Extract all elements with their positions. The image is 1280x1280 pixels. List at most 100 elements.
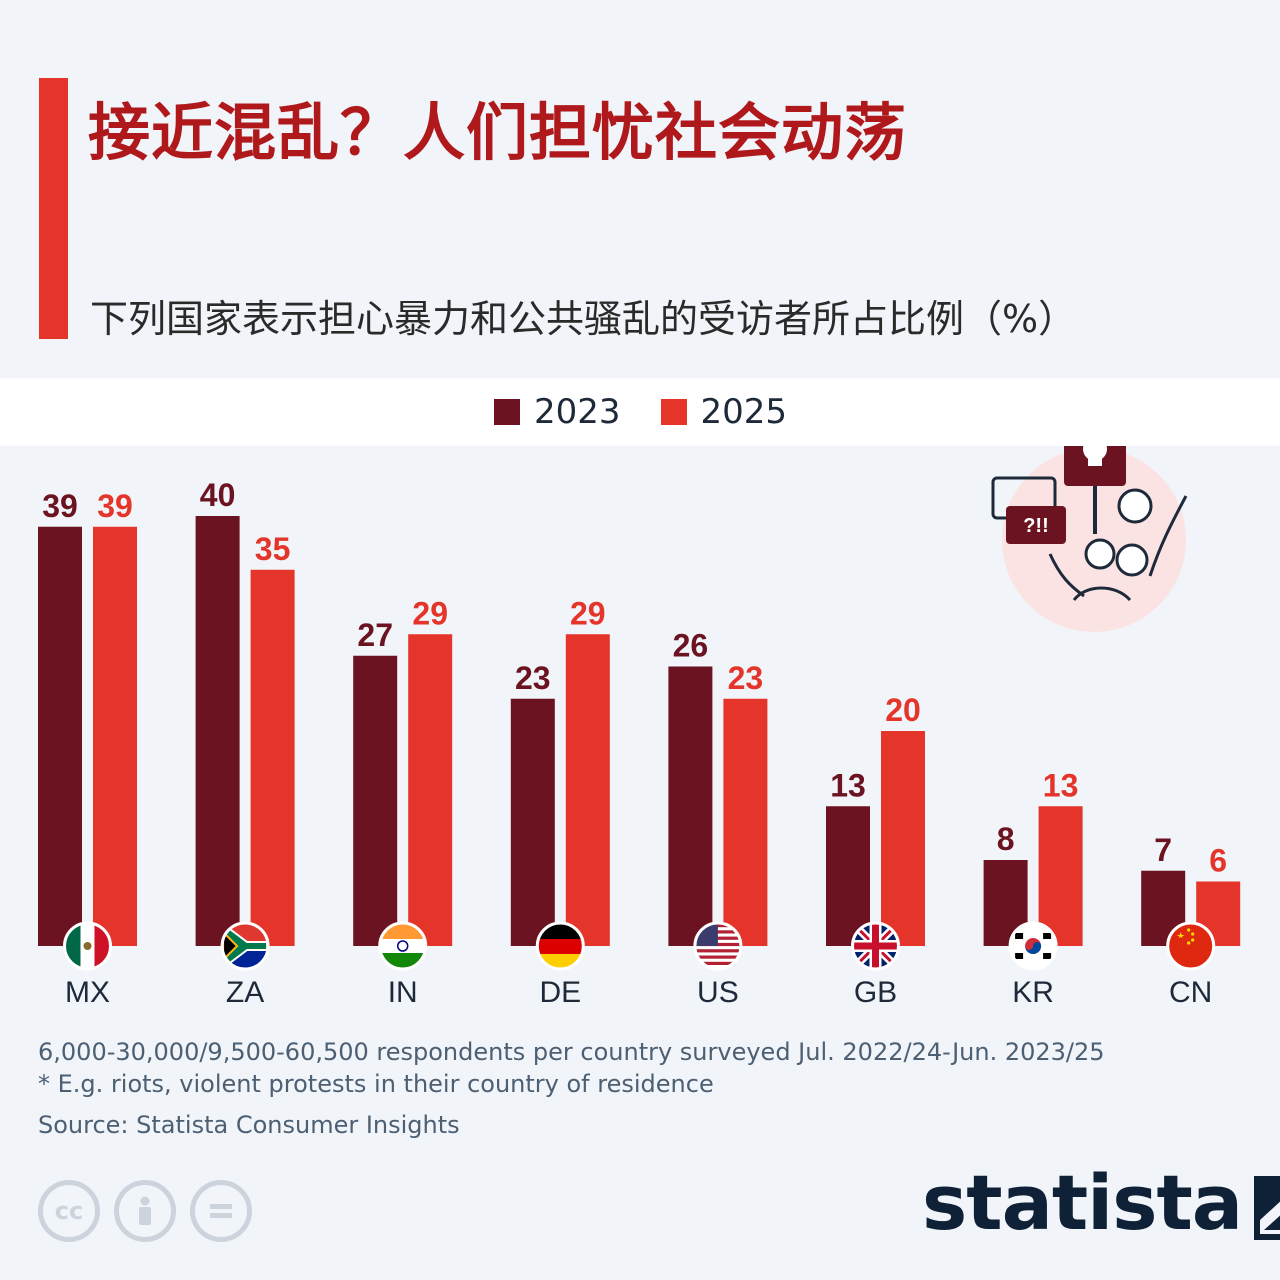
flag-stripe — [538, 939, 583, 954]
footnote-definition: * E.g. riots, violent protests in their … — [38, 1070, 714, 1098]
sign-text: ?!! — [1023, 515, 1049, 537]
category-label-in: IN — [388, 976, 418, 1009]
flag-stripe — [695, 955, 740, 959]
data-label-de-2025: 29 — [570, 595, 606, 631]
equals-icon — [210, 1204, 232, 1218]
sign-panel — [1006, 506, 1066, 544]
data-label-kr-2025: 13 — [1043, 767, 1079, 803]
data-label-za-2023: 40 — [200, 477, 236, 513]
flag-field — [1168, 924, 1213, 968]
legend-label-2025: 2025 — [700, 392, 788, 432]
data-label-za-2025: 35 — [255, 531, 291, 567]
skull-icon — [1083, 446, 1107, 461]
statista-logo[interactable]: statista — [922, 1158, 1280, 1247]
footnote-sample-size: 6,000-30,000/9,500-60,500 respondents pe… — [38, 1038, 1105, 1066]
flag-chakra — [396, 940, 409, 952]
legend-item-2025: 2025 — [660, 392, 788, 432]
flag-fill — [65, 924, 110, 968]
protester-head-2 — [1115, 543, 1149, 577]
flag-ring — [851, 921, 900, 971]
bar-group-mx: 39 39 MX — [38, 488, 137, 1009]
flag-stripe — [380, 924, 425, 939]
flag-taegeuk-blue — [1025, 942, 1042, 954]
legend-item-2023: 2023 — [494, 392, 621, 432]
flag-fill — [223, 924, 268, 968]
bar-group-us: 26 23 US — [668, 628, 768, 1009]
bar-in-2025 — [408, 634, 453, 946]
skull-jaw — [1088, 458, 1102, 466]
flag-ring — [220, 921, 270, 971]
flag-stripe — [65, 924, 81, 968]
sign-pole — [1093, 486, 1097, 534]
flag-stripe — [695, 961, 740, 965]
flag-stripe — [94, 924, 110, 968]
flag-cross-red — [853, 924, 898, 968]
category-label-mx: MX — [65, 976, 110, 1009]
bar-de-2023 — [510, 698, 555, 946]
bar-group-kr: 8 13 KR — [983, 767, 1083, 1009]
cc-icon[interactable]: cc — [38, 1180, 100, 1242]
flag-ring — [535, 921, 585, 971]
flag-ring — [693, 921, 743, 971]
legend-swatch-2023 — [494, 399, 520, 425]
flag-us-icon — [693, 921, 743, 971]
flag-triangle — [223, 929, 239, 963]
data-label-mx-2023: 39 — [42, 488, 78, 524]
flag-trigram — [1043, 953, 1052, 959]
flag-star-small — [1187, 941, 1191, 945]
bar-in-2023 — [353, 655, 398, 946]
flag-star — [1176, 932, 1185, 938]
category-label-kr: KR — [1012, 976, 1054, 1009]
bar-kr-2025 — [1038, 806, 1083, 946]
flag-in-icon — [378, 921, 428, 971]
brand-wordmark: statista — [922, 1158, 1243, 1247]
flag-stripe — [380, 953, 425, 968]
data-label-gb-2023: 13 — [830, 767, 866, 803]
legend: 2023 2025 — [494, 392, 827, 432]
chart-subtitle: 下列国家表示担心暴力和公共骚乱的受访者所占比例（%） — [90, 297, 1077, 341]
bar-group-cn: 7 6 CN — [1141, 832, 1241, 1009]
bar-group-za: 40 35 ZA — [195, 477, 295, 1009]
data-label-in-2025: 29 — [412, 595, 448, 631]
flag-kr-icon — [1008, 921, 1058, 971]
category-label-de: DE — [539, 976, 581, 1009]
protest-illustration: ?!! — [991, 446, 1188, 632]
flag-de-icon — [535, 921, 585, 971]
data-label-kr-2023: 8 — [997, 821, 1015, 857]
flag-stripe — [538, 954, 583, 968]
flag-ring — [1166, 921, 1216, 971]
flag-emblem — [83, 942, 92, 950]
flag-fill — [1168, 924, 1213, 968]
category-label-za: ZA — [226, 976, 264, 1009]
flag-fill — [538, 924, 583, 968]
bar-za-2025 — [250, 569, 295, 946]
flag-ring — [63, 921, 112, 971]
data-label-mx-2025: 39 — [97, 488, 133, 524]
data-label-de-2023: 23 — [515, 660, 551, 696]
bar-mx-2023 — [38, 526, 82, 946]
page-title: 接近混乱？人们担忧社会动荡 — [88, 96, 908, 169]
legend-label-2023: 2023 — [534, 392, 621, 432]
flag-star-small — [1191, 938, 1195, 942]
flag-trigram — [1043, 933, 1052, 939]
flag-stripe — [538, 924, 583, 939]
cc-icon-label: cc — [54, 1197, 84, 1225]
flag-cn-icon — [1166, 921, 1216, 971]
flag-gb-icon — [851, 921, 900, 971]
flag-ring — [378, 921, 428, 971]
flag-ring — [1008, 921, 1058, 971]
no-derivatives-icon[interactable] — [190, 1180, 252, 1242]
bar-group-de: 23 29 DE — [510, 595, 610, 1009]
flag-mx-icon — [63, 921, 112, 971]
license-icons: cc — [38, 1180, 266, 1242]
footnotes: 6,000-30,000/9,500-60,500 respondents pe… — [38, 1036, 1105, 1141]
bar-za-2023 — [195, 516, 240, 946]
category-label-gb: GB — [854, 976, 897, 1009]
attribution-icon[interactable] — [114, 1180, 176, 1242]
protester-head-0 — [1117, 488, 1153, 524]
legend-band — [0, 378, 1280, 446]
accent-bar — [39, 78, 68, 339]
flag-stripe — [695, 949, 740, 953]
data-label-us-2023: 26 — [673, 628, 709, 664]
flag-trigram — [1015, 953, 1024, 959]
